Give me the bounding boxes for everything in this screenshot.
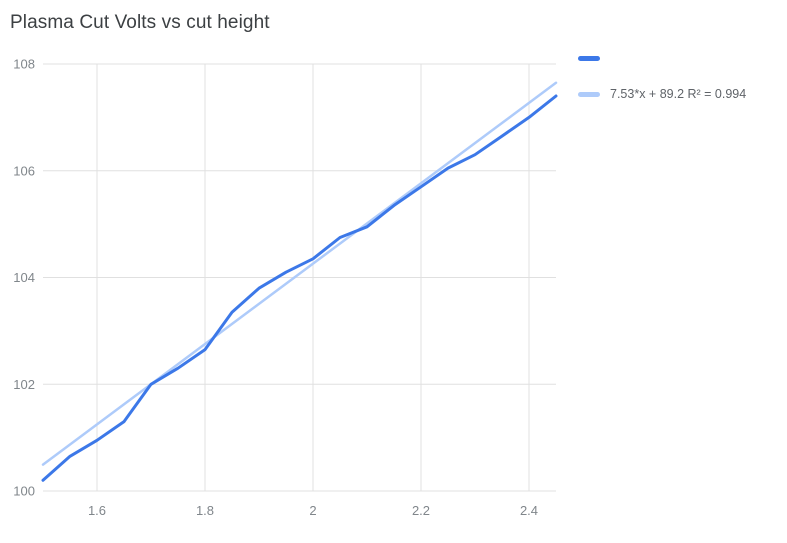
- x-tick-label: 1.8: [196, 503, 214, 518]
- y-tick-label: 106: [13, 163, 35, 178]
- x-tick-label: 2: [309, 503, 316, 518]
- y-tick-label: 100: [13, 484, 35, 499]
- legend-item-trendline: 7.53*x + 89.2 R² = 0.994: [578, 87, 746, 101]
- legend-item-series: [578, 55, 746, 61]
- legend: 7.53*x + 89.2 R² = 0.994: [578, 55, 746, 101]
- y-tick-label: 108: [13, 57, 35, 72]
- x-tick-label: 2.2: [412, 503, 430, 518]
- x-tick-label: 1.6: [88, 503, 106, 518]
- y-tick-label: 102: [13, 377, 35, 392]
- y-tick-label: 104: [13, 270, 35, 285]
- series-line: [41, 94, 558, 482]
- trendline-swatch-icon: [578, 91, 600, 97]
- chart-title: Plasma Cut Volts vs cut height: [10, 12, 270, 33]
- x-tick-label: 2.4: [520, 503, 538, 518]
- legend-label-trendline: 7.53*x + 89.2 R² = 0.994: [610, 87, 747, 101]
- trendline: [41, 81, 558, 466]
- series-swatch-icon: [578, 55, 600, 61]
